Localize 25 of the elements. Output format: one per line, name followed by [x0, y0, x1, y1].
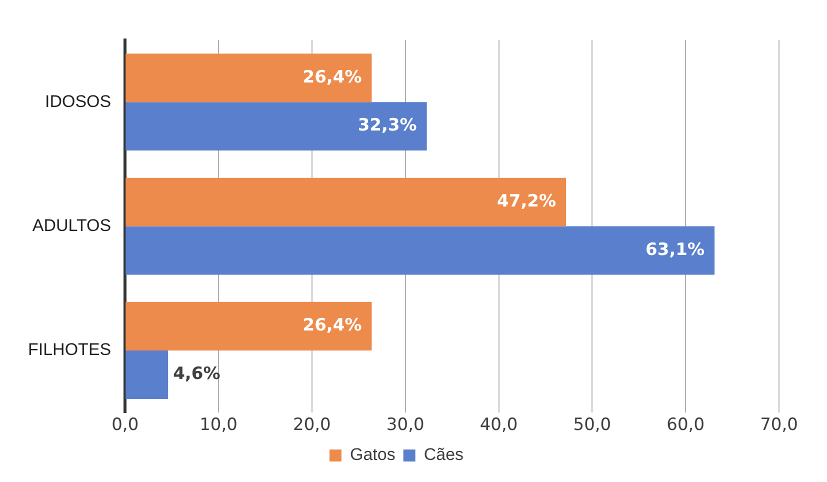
bar — [126, 302, 372, 350]
bar — [126, 102, 427, 151]
y-tick-label: ADULTOS — [32, 216, 112, 235]
bar — [126, 178, 566, 226]
bar — [126, 226, 715, 275]
y-tick-label: IDOSOS — [45, 92, 112, 111]
bar — [126, 350, 168, 399]
legend-label: Cães — [424, 445, 464, 464]
x-tick-label: 30,0 — [386, 415, 424, 436]
x-tick-label: 50,0 — [573, 415, 612, 436]
x-tick-label: 70,0 — [760, 415, 798, 436]
y-tick-label: FILHOTES — [28, 340, 112, 360]
x-tick-label: 10,0 — [200, 415, 238, 436]
data-label: 47,2% — [497, 192, 556, 212]
data-label: 32,3% — [358, 116, 417, 136]
x-tick-label: 40,0 — [480, 415, 518, 436]
data-label: 26,4% — [302, 316, 362, 336]
bar — [126, 54, 372, 102]
x-tick-label: 60,0 — [666, 415, 705, 436]
legend-label: Gatos — [350, 445, 396, 464]
data-label: 4,6% — [173, 364, 220, 384]
x-tick-label: 0,0 — [112, 415, 139, 436]
data-label: 26,4% — [302, 67, 362, 88]
data-label: 63,1% — [646, 240, 705, 260]
x-tick-label: 20,0 — [293, 415, 331, 436]
